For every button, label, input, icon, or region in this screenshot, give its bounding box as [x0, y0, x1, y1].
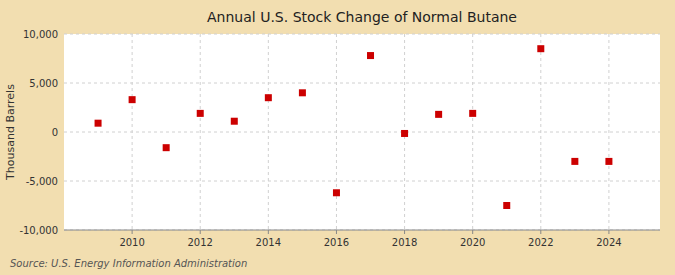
point — [333, 189, 340, 196]
tick-mark — [472, 230, 473, 234]
grid-line — [200, 34, 201, 230]
point — [367, 52, 374, 59]
tick-label: 2010 — [119, 237, 144, 248]
grid-line — [64, 34, 660, 35]
point — [469, 110, 476, 117]
tick-label: 2016 — [324, 237, 349, 248]
tick-label: -10,000 — [19, 225, 58, 236]
point — [299, 89, 306, 96]
grid-line — [64, 83, 660, 84]
source: Source: U.S. Energy Information Administ… — [10, 258, 247, 269]
plot-area — [64, 34, 660, 230]
tick-mark — [132, 230, 133, 234]
grid — [64, 34, 660, 230]
point — [95, 120, 102, 127]
background — [0, 0, 675, 275]
tick-label: 2020 — [460, 237, 485, 248]
point — [265, 94, 272, 101]
points — [95, 45, 613, 209]
tick-label: 2022 — [528, 237, 553, 248]
tick-label: 2014 — [256, 237, 281, 248]
point — [503, 202, 510, 209]
grid-line — [64, 181, 660, 182]
grid-line — [336, 34, 337, 230]
grid-line — [132, 34, 133, 230]
grid-line — [268, 34, 269, 230]
point — [231, 118, 238, 125]
point — [571, 158, 578, 165]
tick-label: 5,000 — [29, 78, 58, 89]
axis-label: Thousand Barrels — [4, 84, 17, 181]
x-axis-line — [64, 230, 660, 231]
grid-line — [64, 230, 660, 231]
tick-label: 2024 — [596, 237, 621, 248]
grid-line — [472, 34, 473, 230]
tick-label: 2012 — [188, 237, 213, 248]
point — [197, 110, 204, 117]
tick-mark — [608, 230, 609, 234]
tick-mark — [336, 230, 337, 234]
grid-line — [540, 34, 541, 230]
grid-line — [64, 132, 660, 133]
point — [435, 111, 442, 118]
chart: -10,000 -5,000 0 5,000 10,000 2010 2012 2014 201… — [0, 0, 675, 275]
tick-mark — [268, 230, 269, 234]
point — [163, 144, 170, 151]
tick-label: 10,000 — [23, 29, 58, 40]
tick-mark — [404, 230, 405, 234]
point — [605, 158, 612, 165]
tick-label: 0 — [52, 127, 58, 138]
point — [129, 96, 136, 103]
tick-label: -5,000 — [26, 176, 58, 187]
tick-label: 2018 — [392, 237, 417, 248]
point — [537, 45, 544, 52]
grid-line — [608, 34, 609, 230]
title: Annual U.S. Stock Change of Normal Butan… — [207, 9, 517, 25]
tick-mark — [200, 230, 201, 234]
point — [401, 130, 408, 137]
tick-mark — [540, 230, 541, 234]
